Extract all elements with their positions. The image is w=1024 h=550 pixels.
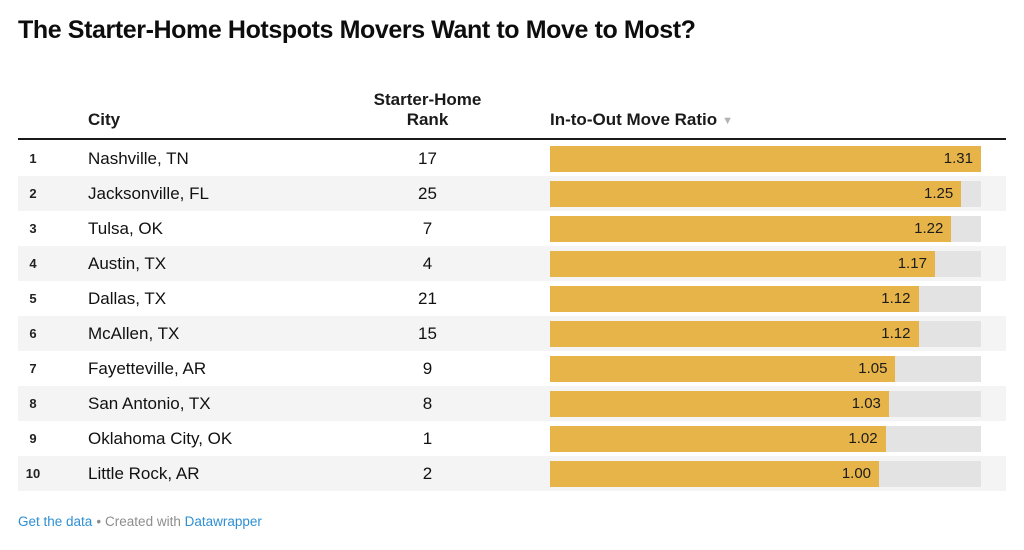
table-row: 10 Little Rock, AR 2 1.00 [18, 456, 1006, 492]
table-row: 6 McAllen, TX 15 1.12 [18, 316, 1006, 352]
ratio-bar: 1.03 [550, 390, 889, 417]
city-cell: Fayetteville, AR [88, 358, 207, 378]
ratio-cell: 1.05 [525, 351, 1006, 386]
row-index: 8 [29, 396, 37, 412]
row-index: 10 [25, 466, 41, 482]
ratio-value-label: 1.12 [881, 325, 911, 343]
row-index: 6 [29, 326, 37, 342]
ratio-value-label: 1.03 [851, 395, 881, 413]
ratio-cell: 1.03 [525, 386, 1006, 421]
chart-title: The Starter-Home Hotspots Movers Want to… [18, 16, 696, 44]
rank-cell: 8 [422, 393, 433, 413]
table-row: 1 Nashville, TN 17 1.31 [18, 141, 1006, 176]
datawrapper-link[interactable]: Datawrapper [184, 514, 262, 530]
city-cell: Little Rock, AR [88, 463, 200, 483]
ratio-cell: 1.17 [525, 246, 1006, 281]
rank-cell: 17 [418, 148, 437, 168]
ratio-bar: 1.05 [550, 355, 896, 382]
created-with-text: Created with [105, 514, 181, 530]
table-row: 8 San Antonio, TX 8 1.03 [18, 386, 1006, 422]
rank-cell: 25 [418, 183, 437, 203]
ratio-cell: 1.00 [525, 456, 1006, 491]
ratio-value-label: 1.22 [914, 220, 944, 238]
ratio-cell: 1.25 [525, 176, 1006, 211]
rank-cell: 2 [422, 463, 433, 483]
city-cell: Jacksonville, FL [88, 183, 209, 203]
get-the-data-link[interactable]: Get the data [18, 514, 93, 530]
row-index: 4 [29, 256, 37, 272]
city-cell: Tulsa, OK [88, 218, 163, 238]
bar-track: 1.00 [550, 460, 981, 487]
table-row: 7 Fayetteville, AR 9 1.05 [18, 351, 1006, 386]
ratio-value-label: 1.25 [924, 185, 954, 203]
row-index: 7 [29, 361, 37, 377]
ratio-bar: 1.12 [550, 285, 919, 312]
row-index: 1 [29, 151, 37, 167]
header-rank-label: Starter-Home Rank [373, 89, 482, 130]
table-row: 4 Austin, TX 4 1.17 [18, 246, 1006, 282]
row-index: 2 [29, 186, 37, 202]
ratio-value-label: 1.00 [841, 465, 872, 483]
ratio-bar: 1.12 [550, 320, 919, 347]
city-cell: Dallas, TX [88, 288, 167, 308]
city-cell: Austin, TX [88, 253, 167, 273]
bar-track: 1.22 [550, 215, 981, 242]
rank-cell: 7 [422, 218, 433, 238]
sort-descending-icon: ▼ [722, 115, 734, 128]
ratio-value-label: 1.12 [881, 290, 911, 308]
bar-track: 1.25 [550, 180, 981, 207]
header-city[interactable]: City [88, 110, 121, 130]
table-body: 1 Nashville, TN 17 1.31 2 Jacksonville, … [18, 141, 1006, 492]
bar-track: 1.17 [550, 250, 981, 277]
city-cell: Nashville, TN [88, 148, 189, 168]
city-cell: San Antonio, TX [88, 393, 211, 413]
chart-footer: Get the data • Created with Datawrapper [18, 514, 1006, 529]
city-cell: Oklahoma City, OK [88, 428, 233, 448]
ratio-value-label: 1.02 [848, 430, 878, 448]
ratio-bar: 1.02 [550, 425, 886, 452]
row-index: 5 [29, 291, 37, 307]
bar-track: 1.03 [550, 390, 981, 417]
rank-cell: 21 [418, 288, 437, 308]
row-index: 9 [29, 431, 37, 447]
bar-track: 1.12 [550, 285, 981, 312]
header-ratio-label: In-to-Out Move Ratio [550, 110, 718, 130]
header-starter-home-rank[interactable]: Starter-Home Rank [330, 90, 525, 131]
row-index: 3 [29, 221, 37, 237]
rank-cell: 4 [422, 253, 433, 273]
bar-track: 1.05 [550, 355, 981, 382]
bar-track: 1.12 [550, 320, 981, 347]
table-row: 5 Dallas, TX 21 1.12 [18, 281, 1006, 316]
city-cell: McAllen, TX [88, 323, 180, 343]
ratio-cell: 1.12 [525, 281, 1006, 316]
bar-track: 1.02 [550, 425, 981, 452]
ratio-bar: 1.25 [550, 180, 962, 207]
ratio-cell: 1.22 [525, 211, 1006, 246]
ratio-cell: 1.02 [525, 421, 1006, 456]
ratio-bar: 1.31 [550, 145, 981, 172]
header-divider [18, 137, 1006, 141]
ratio-cell: 1.12 [525, 316, 1006, 351]
ratio-value-label: 1.17 [897, 255, 927, 273]
footer-separator: • [96, 514, 102, 530]
bar-track: 1.31 [550, 145, 981, 172]
ratio-cell: 1.31 [525, 141, 1006, 176]
rank-cell: 15 [418, 323, 437, 343]
table-row: 9 Oklahoma City, OK 1 1.02 [18, 421, 1006, 456]
ratio-value-label: 1.31 [943, 150, 973, 168]
ratio-value-label: 1.05 [858, 360, 888, 378]
header-move-ratio[interactable]: In-to-Out Move Ratio ▼ [525, 110, 1006, 130]
ratio-bar: 1.17 [550, 250, 935, 277]
ratio-bar: 1.00 [550, 460, 880, 487]
table-row: 3 Tulsa, OK 7 1.22 [18, 211, 1006, 246]
rank-cell: 1 [422, 428, 433, 448]
ratio-bar: 1.22 [550, 215, 952, 242]
rank-cell: 9 [422, 358, 433, 378]
table-header-row: City Starter-Home Rank In-to-Out Move Ra… [18, 45, 1006, 138]
table-row: 2 Jacksonville, FL 25 1.25 [18, 176, 1006, 212]
